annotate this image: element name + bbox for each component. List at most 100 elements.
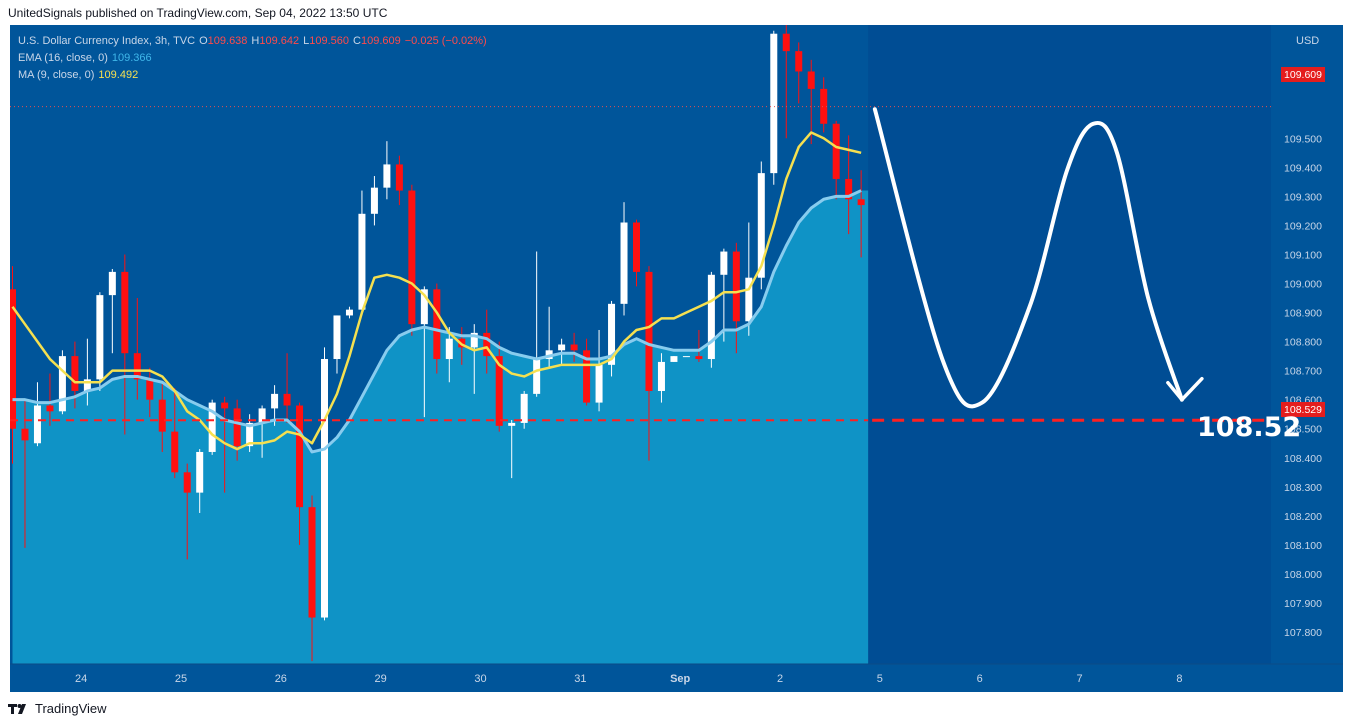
candle-body — [707, 274, 715, 360]
target-price-label: 108.52 — [1197, 412, 1302, 443]
candle-body — [433, 289, 441, 360]
price-tick-label: 108.500 — [1284, 424, 1322, 436]
candle-body — [395, 164, 403, 191]
candle-body — [46, 405, 54, 412]
candle-body — [146, 379, 154, 400]
candle-body — [71, 356, 79, 391]
legend-close: 109.609 — [360, 35, 401, 47]
price-tick-label: 109.100 — [1284, 249, 1322, 261]
candle-body — [58, 356, 66, 412]
time-tick-label: 5 — [877, 673, 883, 685]
candle-body — [595, 364, 603, 403]
candle-body — [233, 408, 241, 447]
candle-body — [183, 472, 191, 493]
legend-close-label: C — [353, 35, 361, 47]
candle-body — [770, 33, 778, 174]
candle-body — [271, 393, 279, 409]
candles — [10, 25, 865, 662]
legend-ema-row: EMA (16, close, 0) 109.366 — [18, 52, 156, 64]
time-tick-label: 8 — [1176, 673, 1182, 685]
ema-line — [12, 189, 862, 454]
candle-body — [645, 271, 653, 391]
candle-body — [533, 359, 541, 394]
candle-body — [508, 422, 516, 426]
time-tick-label: 31 — [574, 673, 586, 685]
legend-high-label: H — [251, 35, 260, 47]
publisher-line: UnitedSignals published on TradingView.c… — [8, 6, 388, 20]
candle-body — [171, 431, 179, 473]
candle-body — [832, 123, 840, 179]
candle-body — [633, 222, 640, 272]
candle-body — [657, 361, 665, 391]
legend-ma-value: 109.492 — [98, 69, 139, 81]
time-tick-label: 6 — [977, 673, 983, 685]
legend-symbol: U.S. Dollar Currency Index, 3h, TVC — [18, 35, 196, 47]
candle-body — [196, 451, 204, 493]
ema-fill-area — [12, 190, 869, 665]
tradingview-logo-icon — [8, 703, 26, 714]
candle-body — [695, 356, 703, 360]
time-tick-label: 7 — [1076, 673, 1082, 685]
price-tick-label: 108.200 — [1284, 511, 1322, 523]
time-tick-label: 29 — [375, 673, 387, 685]
price-axis-unit: USD — [1296, 35, 1320, 47]
candle-body — [670, 356, 678, 362]
price-tick-label: 107.800 — [1284, 627, 1322, 639]
candle-body — [296, 405, 304, 508]
legend-open-label: O — [199, 35, 208, 47]
time-tick-label: 30 — [474, 673, 486, 685]
time-tick-label: 26 — [275, 673, 287, 685]
legend-ma-row: MA (9, close, 0) 109.492 — [18, 69, 142, 81]
target-price-badge: 108.529 — [1284, 404, 1322, 416]
price-tick-label: 108.700 — [1284, 366, 1322, 378]
time-axis[interactable]: 24 25 26 29 30 31 Sep 2 5 6 7 8 — [10, 663, 1343, 685]
forecast-curve — [872, 107, 1184, 409]
price-tick-label: 109.200 — [1284, 220, 1322, 232]
price-tick-label: 108.100 — [1284, 540, 1322, 552]
candle-body — [470, 332, 478, 348]
candle-body — [782, 33, 790, 52]
legend-ema-value: 109.366 — [111, 52, 152, 64]
legend-symbol-row: U.S. Dollar Currency Index, 3h, TVC O 109.… — [18, 35, 491, 47]
price-tick-label: 107.900 — [1284, 598, 1322, 610]
candle-body — [258, 408, 266, 423]
candle-body — [345, 309, 353, 316]
candle-body — [33, 405, 41, 444]
legend-ema-label: EMA (16, close, 0) — [18, 52, 108, 64]
candle-body — [820, 88, 828, 124]
footer: TradingView — [8, 701, 107, 716]
candle-body — [108, 271, 116, 296]
candle-body — [682, 356, 690, 358]
footer-brand: TradingView — [35, 701, 107, 716]
candle-body — [745, 277, 753, 322]
candle-body — [845, 178, 853, 200]
forecast-arrowhead — [1166, 376, 1204, 402]
indicator-lines — [10, 106, 1271, 454]
candle-body — [383, 164, 391, 188]
price-chart[interactable]: 109.500 109.400 109.300 109.200 109.100 109.0… — [10, 25, 1343, 692]
price-tick-label: 108.300 — [1284, 482, 1322, 494]
candle-body — [10, 289, 16, 429]
candle-body — [757, 173, 765, 278]
candle-body — [732, 251, 740, 322]
candle-body — [445, 338, 453, 360]
time-tick-label: Sep — [670, 673, 690, 685]
candle-body — [208, 402, 216, 452]
price-axis[interactable]: 109.500 109.400 109.300 109.200 109.100 109.0… — [1284, 133, 1322, 639]
legend-high: 109.642 — [259, 35, 300, 47]
candle-body — [246, 422, 254, 447]
legend-low: 109.560 — [309, 35, 350, 47]
price-tick-label: 108.000 — [1284, 569, 1322, 581]
candle-body — [370, 187, 378, 214]
last-price-badge-bg — [1281, 67, 1325, 82]
candle-body — [807, 71, 815, 89]
candle-body — [21, 428, 29, 441]
forecast-area — [868, 25, 1271, 664]
target-price-badge-bg — [1281, 402, 1325, 417]
ma-line — [11, 131, 862, 451]
candle-body — [221, 402, 229, 409]
candle-body — [408, 190, 416, 325]
candle-body — [483, 332, 491, 357]
legend-change: −0.025 (−0.02%) — [404, 35, 487, 47]
ema-area — [12, 190, 869, 665]
